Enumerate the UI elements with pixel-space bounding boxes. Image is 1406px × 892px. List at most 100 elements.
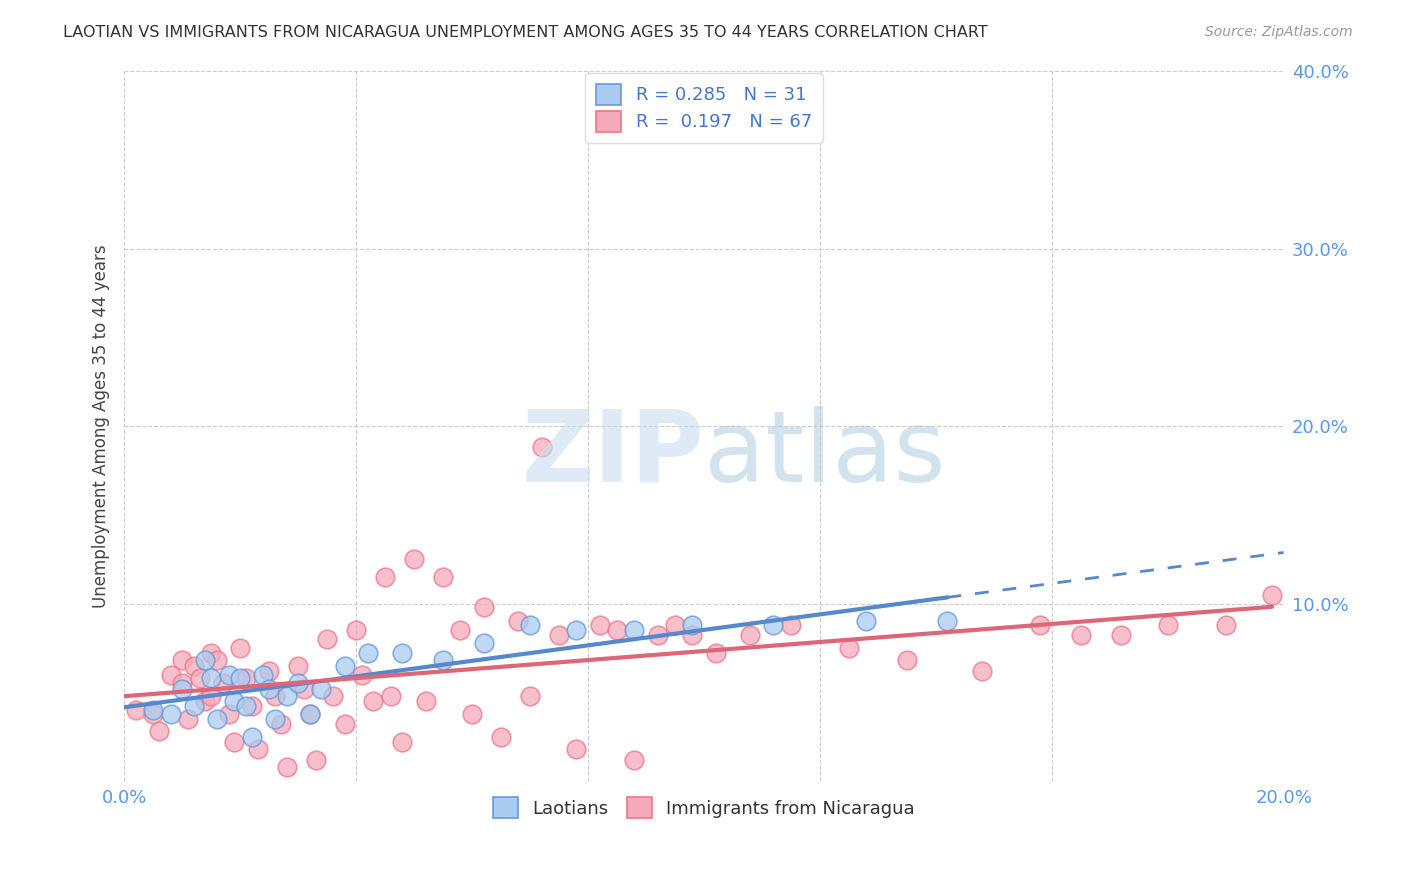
Point [740, 628, 762, 642]
Point [489, 730, 512, 744]
Point [623, 753, 645, 767]
Point [565, 623, 588, 637]
Point [1215, 617, 1237, 632]
Point [322, 689, 344, 703]
Point [298, 706, 321, 721]
Text: atlas: atlas [704, 406, 946, 503]
Point [838, 640, 860, 655]
Point [257, 681, 280, 696]
Point [363, 694, 385, 708]
Point [357, 646, 380, 660]
Point [449, 623, 471, 637]
Point [472, 600, 495, 615]
Point [1070, 628, 1092, 642]
Text: LAOTIAN VS IMMIGRANTS FROM NICARAGUA UNEMPLOYMENT AMONG AGES 35 TO 44 YEARS CORR: LAOTIAN VS IMMIGRANTS FROM NICARAGUA UNE… [63, 25, 988, 40]
Point [172, 676, 194, 690]
Point [148, 724, 170, 739]
Point [159, 706, 181, 721]
Point [287, 658, 309, 673]
Point [391, 735, 413, 749]
Point [177, 712, 200, 726]
Point [252, 667, 274, 681]
Point [565, 742, 588, 756]
Point [461, 706, 484, 721]
Point [240, 699, 263, 714]
Point [391, 646, 413, 660]
Point [432, 653, 454, 667]
Point [606, 623, 628, 637]
Point [548, 628, 571, 642]
Point [235, 699, 257, 714]
Point [681, 628, 703, 642]
Point [229, 640, 252, 655]
Point [270, 717, 292, 731]
Point [350, 667, 373, 681]
Point [530, 440, 553, 454]
Point [183, 699, 205, 714]
Point [200, 646, 222, 660]
Point [333, 658, 356, 673]
Point [211, 676, 233, 690]
Point [972, 664, 994, 678]
Point [298, 706, 321, 721]
Point [125, 703, 148, 717]
Point [264, 712, 287, 726]
Point [762, 617, 785, 632]
Point [159, 667, 181, 681]
Point [218, 706, 240, 721]
Point [200, 689, 222, 703]
Point [896, 653, 918, 667]
Point [235, 671, 257, 685]
Point [623, 623, 645, 637]
Point [779, 617, 801, 632]
Point [194, 694, 217, 708]
Point [229, 671, 252, 685]
Point [1156, 617, 1178, 632]
Point [855, 614, 877, 628]
Point [205, 712, 228, 726]
Point [200, 671, 222, 685]
Point [304, 753, 326, 767]
Point [344, 623, 367, 637]
Point [287, 676, 309, 690]
Point [142, 703, 165, 717]
Point [681, 617, 703, 632]
Point [316, 632, 339, 646]
Point [264, 689, 287, 703]
Point [224, 735, 246, 749]
Point [183, 658, 205, 673]
Point [588, 617, 610, 632]
Point [333, 717, 356, 731]
Text: Source: ZipAtlas.com: Source: ZipAtlas.com [1205, 25, 1353, 39]
Point [194, 653, 217, 667]
Point [240, 730, 263, 744]
Point [276, 760, 298, 774]
Point [936, 614, 959, 628]
Point [142, 706, 165, 721]
Text: ZIP: ZIP [522, 406, 704, 503]
Legend: Laotians, Immigrants from Nicaragua: Laotians, Immigrants from Nicaragua [485, 790, 922, 825]
Point [224, 694, 246, 708]
Point [647, 628, 669, 642]
Point [188, 671, 211, 685]
Point [704, 646, 727, 660]
Point [276, 689, 298, 703]
Point [1261, 588, 1284, 602]
Point [218, 667, 240, 681]
Point [472, 635, 495, 649]
Point [508, 614, 530, 628]
Point [664, 617, 686, 632]
Point [415, 694, 437, 708]
Point [292, 681, 315, 696]
Point [172, 681, 194, 696]
Y-axis label: Unemployment Among Ages 35 to 44 years: Unemployment Among Ages 35 to 44 years [93, 244, 110, 607]
Point [1029, 617, 1052, 632]
Point [519, 617, 541, 632]
Point [374, 570, 396, 584]
Point [404, 552, 426, 566]
Point [257, 664, 280, 678]
Point [519, 689, 541, 703]
Point [205, 653, 228, 667]
Point [1111, 628, 1133, 642]
Point [380, 689, 402, 703]
